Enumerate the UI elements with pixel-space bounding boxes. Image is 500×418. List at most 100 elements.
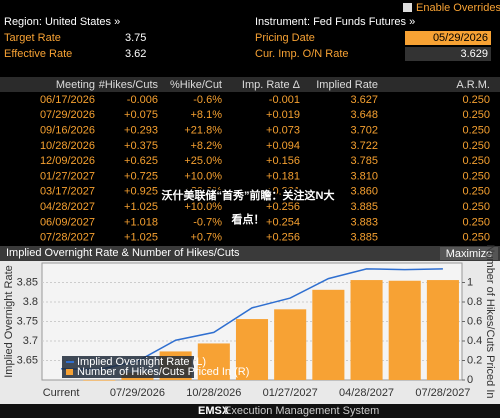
- label: Pricing Date: [255, 32, 315, 44]
- maximize-button[interactable]: [440, 247, 498, 260]
- cell: 0.250: [462, 232, 490, 244]
- caption-line: 沃什美联储“首秀”前瞻：关注这N大: [162, 188, 335, 202]
- cell: 3.722: [350, 140, 378, 152]
- cell: 03/17/2027: [40, 186, 95, 198]
- label: Target Rate: [4, 32, 61, 44]
- x-tick-label: 01/27/2027: [263, 387, 318, 399]
- cell: +0.075: [124, 109, 158, 121]
- y2-tick-label: 0.2: [467, 354, 482, 366]
- cell: -0.7%: [193, 216, 222, 228]
- bar: [388, 280, 421, 380]
- overrides[interactable]: Enable Overrides: [416, 2, 500, 14]
- x-tick-label: 07/29/2026: [110, 387, 165, 399]
- bar: [235, 319, 269, 380]
- cell: +8.2%: [191, 140, 223, 152]
- checkbox[interactable]: [403, 3, 412, 12]
- footer-text: Execution Management System: [224, 405, 379, 417]
- y2-axis-title: Number of Hikes/Cuts Priced In: [484, 244, 496, 398]
- y-tick-label: 3.85: [17, 276, 38, 288]
- date-box[interactable]: [405, 31, 491, 45]
- cell: 01/27/2027: [40, 170, 95, 182]
- y2-tick-label: 0.6: [467, 315, 482, 327]
- chart-titlebar: [0, 246, 500, 261]
- footer-brand: EMSX: [198, 405, 230, 417]
- value: 3.75: [125, 32, 146, 44]
- cell: -0.001: [269, 94, 300, 106]
- cell: +0.254: [266, 216, 300, 228]
- legend-swatch: [66, 369, 73, 375]
- cell: 04/28/2027: [40, 201, 95, 213]
- y-tick-label: 3.65: [17, 354, 38, 366]
- y2-tick-label: 0.8: [467, 296, 482, 308]
- bar: [426, 280, 459, 380]
- cell: +0.156: [266, 155, 300, 167]
- y-tick-label: 3.7: [23, 335, 38, 347]
- cell: +10.0%: [184, 170, 222, 182]
- cell: 0.250: [462, 109, 490, 121]
- cell: 3.885: [350, 232, 378, 244]
- cell: 0.250: [462, 201, 490, 213]
- cell: 0.250: [462, 216, 490, 228]
- value[interactable]: 05/29/2026: [433, 32, 488, 44]
- label: Effective Rate: [4, 48, 72, 60]
- cell: 0.250: [462, 170, 490, 182]
- y-tick-label: 3.8: [23, 296, 38, 308]
- x-tick-label: 04/28/2027: [339, 387, 394, 399]
- cell: 06/17/2026: [40, 94, 95, 106]
- column-header: Imp. Rate Δ: [242, 79, 301, 91]
- x-tick-label: 10/28/2026: [186, 387, 241, 399]
- cell: +0.256: [266, 201, 300, 213]
- cell: +1.025: [124, 232, 158, 244]
- cell: +0.7%: [191, 232, 223, 244]
- value: 3.629: [460, 48, 488, 60]
- y-axis-title: Implied Overnight Rate: [3, 265, 15, 378]
- cell: 3.885: [350, 201, 378, 213]
- cell: 12/09/2026: [40, 155, 95, 167]
- bar: [83, 380, 116, 381]
- legend-box: [62, 356, 194, 378]
- x-tick-label: 07/28/2027: [415, 387, 470, 399]
- bar: [312, 289, 345, 380]
- footer-bar: [0, 404, 500, 418]
- cell: -0.6%: [193, 94, 222, 106]
- cell: 3.785: [350, 155, 378, 167]
- legend-label: Implied Overnight Rate (L): [77, 356, 206, 368]
- rate-box: [405, 47, 491, 61]
- label: Cur. Imp. O/N Rate: [255, 48, 349, 60]
- bar: [197, 343, 230, 380]
- cell: 0.250: [462, 186, 490, 198]
- cell: +0.293: [124, 125, 158, 137]
- column-header: Implied Rate: [316, 79, 378, 91]
- cell: 3.627: [350, 94, 378, 106]
- cell: +0.073: [266, 125, 300, 137]
- cell: +0.181: [266, 170, 300, 182]
- instrument[interactable]: Instrument: Fed Funds Futures »: [255, 16, 415, 28]
- column-header: %Hike/Cut: [170, 79, 222, 91]
- cell: +0.625: [124, 155, 158, 167]
- cell: +20.0%: [184, 186, 222, 198]
- cell: 3.648: [350, 109, 378, 121]
- cell: 0.250: [462, 125, 490, 137]
- cell: +8.1%: [191, 109, 223, 121]
- cell: 3.883: [350, 216, 378, 228]
- y2-tick-label: 0: [467, 374, 473, 386]
- cell: +1.025: [124, 201, 158, 213]
- caption-line: 看点！: [232, 212, 265, 226]
- cell: +0.925: [124, 186, 158, 198]
- maximize[interactable]: Maximize: [446, 248, 492, 260]
- column-header: A.R.M.: [456, 79, 490, 91]
- table-header-bg: [0, 77, 500, 92]
- cell: 06/09/2027: [40, 216, 95, 228]
- bar: [274, 309, 307, 380]
- region[interactable]: Region: United States »: [4, 16, 120, 28]
- cell: 0.250: [462, 140, 490, 152]
- cell: +0.725: [124, 170, 158, 182]
- value: 3.62: [125, 48, 146, 60]
- cell: +21.8%: [184, 125, 222, 137]
- cell: -0.006: [127, 94, 158, 106]
- cell: +0.019: [266, 109, 300, 121]
- cell: 3.702: [350, 125, 378, 137]
- cell: +1.018: [124, 216, 158, 228]
- cell: 0.250: [462, 94, 490, 106]
